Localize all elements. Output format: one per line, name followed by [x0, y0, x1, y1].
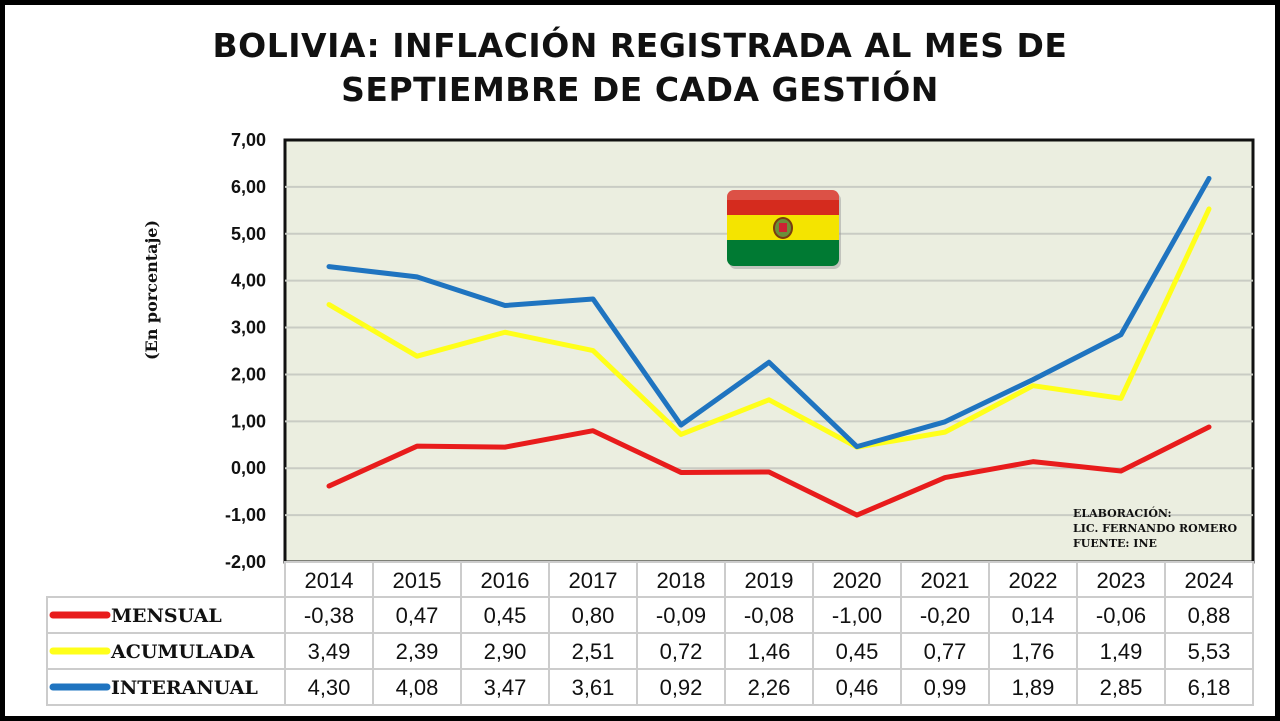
- data-label: 0,99: [924, 675, 967, 700]
- y-tick-label: 0,00: [231, 458, 266, 478]
- table-cell: [1164, 632, 1254, 670]
- data-label: 2,90: [484, 639, 527, 664]
- table-cell: [812, 668, 902, 706]
- x-tick-label: 2024: [1185, 568, 1234, 593]
- x-tick-label: 2021: [921, 568, 970, 593]
- data-label: 1,49: [1100, 639, 1143, 664]
- x-tick-label: 2020: [833, 568, 882, 593]
- table-cell: [636, 668, 726, 706]
- data-label: 0,45: [484, 603, 527, 628]
- data-label: -0,09: [656, 603, 706, 628]
- title-line-2: SEPTIEMBRE DE CADA GESTIÓN: [341, 70, 939, 109]
- bolivia-flag-icon: [727, 190, 841, 269]
- data-label: -0,08: [744, 603, 794, 628]
- table-cell: [460, 632, 550, 670]
- data-label: 0,80: [572, 603, 615, 628]
- table-cell: [724, 632, 814, 670]
- table-cell: [1164, 668, 1254, 706]
- table-cell: [372, 668, 462, 706]
- data-label: -0,20: [920, 603, 970, 628]
- chart-title: BOLIVIA: INFLACIÓN REGISTRADA AL MES DE …: [0, 24, 1280, 112]
- data-label: 2,51: [572, 639, 615, 664]
- legend-label: INTERANUAL: [111, 677, 258, 699]
- y-axis-label: (En porcentaje): [142, 220, 161, 360]
- table-cell: [548, 668, 638, 706]
- data-label: 2,85: [1100, 675, 1143, 700]
- data-label: 5,53: [1188, 639, 1231, 664]
- table-cell: [724, 668, 814, 706]
- data-label: 1,89: [1012, 675, 1055, 700]
- data-label: 0,46: [836, 675, 879, 700]
- x-tick-label: 2014: [305, 568, 354, 593]
- y-tick-label: 4,00: [231, 271, 266, 291]
- x-tick-label: 2019: [745, 568, 794, 593]
- data-label: 4,30: [308, 675, 351, 700]
- y-tick-label: -2,00: [225, 552, 266, 572]
- x-tick-label: 2017: [569, 568, 618, 593]
- data-label: 3,47: [484, 675, 527, 700]
- table-cell: [988, 668, 1078, 706]
- data-table: 2014 2015 2016 2017 2018 2019 2020 2021 2022 2023…: [46, 561, 1254, 706]
- legend-label: MENSUAL: [111, 605, 222, 627]
- data-label: -0,38: [304, 603, 354, 628]
- note-line: LIC. FERNANDO ROMERO: [1073, 522, 1237, 535]
- title-line-1: BOLIVIA: INFLACIÓN REGISTRADA AL MES DE: [212, 26, 1068, 65]
- table-cell: [548, 632, 638, 670]
- x-tick-label: 2022: [1009, 568, 1058, 593]
- note-line: ELABORACIÓN:: [1073, 506, 1172, 520]
- data-label: 2,39: [396, 639, 439, 664]
- data-label: 1,76: [1012, 639, 1055, 664]
- data-label: 3,61: [572, 675, 615, 700]
- legend-label: ACUMULADA: [110, 641, 255, 663]
- data-label: -1,00: [832, 603, 882, 628]
- source-note: ELABORACIÓN: LIC. FERNANDO ROMERO FUENTE…: [1073, 506, 1237, 550]
- data-label: -0,06: [1096, 603, 1146, 628]
- y-tick-label: 1,00: [231, 411, 266, 431]
- data-label: 6,18: [1188, 675, 1231, 700]
- table-cell: [988, 632, 1078, 670]
- y-tick-label: 5,00: [231, 224, 266, 244]
- y-tick-label: 2,00: [231, 364, 266, 384]
- data-label: 2,26: [748, 675, 791, 700]
- data-label: 0,45: [836, 639, 879, 664]
- data-label: 0,88: [1188, 603, 1231, 628]
- data-label: 4,08: [396, 675, 439, 700]
- y-tick-label: -1,00: [225, 505, 266, 525]
- x-tick-label: 2015: [393, 568, 442, 593]
- data-label: 0,47: [396, 603, 439, 628]
- data-label: 0,77: [924, 639, 967, 664]
- x-tick-label: 2023: [1097, 568, 1146, 593]
- table-cell: [1076, 668, 1166, 706]
- data-label: 0,92: [660, 675, 703, 700]
- note-line: FUENTE: INE: [1073, 537, 1157, 550]
- y-tick-label: 7,00: [231, 130, 266, 150]
- table-cell: [460, 596, 550, 634]
- data-label: 3,49: [308, 639, 351, 664]
- x-tick-label: 2016: [481, 568, 530, 593]
- data-label: 1,46: [748, 639, 791, 664]
- y-tick-label: 3,00: [231, 318, 266, 338]
- data-label: 0,14: [1012, 603, 1055, 628]
- data-label: 0,72: [660, 639, 703, 664]
- y-tick-label: 6,00: [231, 177, 266, 197]
- x-tick-label: 2018: [657, 568, 706, 593]
- table-cell: [900, 632, 990, 670]
- table-cell: [1164, 596, 1254, 634]
